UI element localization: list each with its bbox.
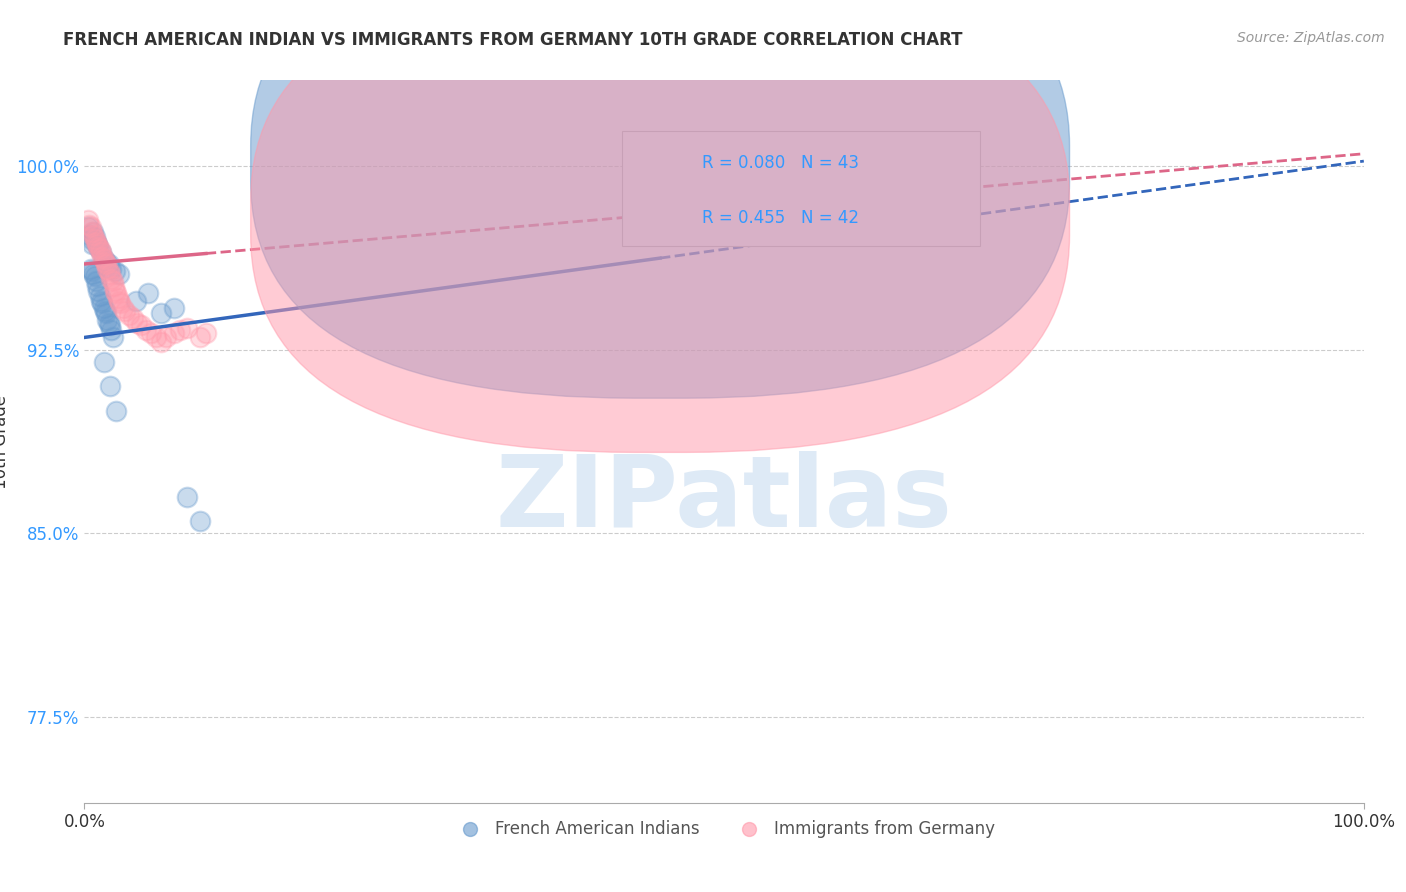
Point xyxy=(104,264,127,278)
Point xyxy=(118,309,141,323)
Point xyxy=(77,213,100,227)
Point xyxy=(90,244,112,259)
Point xyxy=(105,404,128,418)
Point xyxy=(104,284,127,298)
Point xyxy=(87,240,110,254)
Point xyxy=(98,267,121,281)
Point xyxy=(155,330,177,344)
Point xyxy=(91,250,114,264)
Point xyxy=(84,235,107,249)
Point xyxy=(150,306,173,320)
Point xyxy=(135,323,157,337)
Text: R = 0.455   N = 42: R = 0.455 N = 42 xyxy=(703,209,859,227)
Point xyxy=(100,271,122,285)
Bar xyxy=(621,131,980,246)
Point xyxy=(77,220,100,235)
Point xyxy=(101,274,124,288)
Point xyxy=(96,313,118,327)
Point xyxy=(188,330,211,344)
Legend: French American Indians, Immigrants from Germany: French American Indians, Immigrants from… xyxy=(446,814,1002,845)
Point xyxy=(105,286,128,301)
Point xyxy=(84,235,107,249)
Point xyxy=(169,323,191,337)
Point xyxy=(107,291,129,305)
Point xyxy=(87,284,110,298)
Point xyxy=(94,306,117,320)
Point xyxy=(82,225,104,239)
Point xyxy=(87,240,110,254)
Point xyxy=(86,279,108,293)
Point xyxy=(80,237,103,252)
Point xyxy=(114,303,136,318)
Point xyxy=(194,326,217,340)
Point xyxy=(83,232,105,246)
Point xyxy=(83,230,105,244)
Point xyxy=(79,227,101,242)
Text: ZIPatlas: ZIPatlas xyxy=(496,450,952,548)
Point xyxy=(188,514,211,528)
Point xyxy=(89,289,111,303)
Text: Source: ZipAtlas.com: Source: ZipAtlas.com xyxy=(1237,31,1385,45)
Point xyxy=(93,252,115,266)
Point xyxy=(125,316,148,330)
Point xyxy=(97,264,120,278)
Point xyxy=(90,244,112,259)
Point xyxy=(84,274,107,288)
Point xyxy=(138,286,160,301)
FancyBboxPatch shape xyxy=(250,0,1070,398)
Point xyxy=(100,323,122,337)
Point xyxy=(176,320,198,334)
Point xyxy=(108,293,131,308)
FancyBboxPatch shape xyxy=(250,0,1070,452)
Point xyxy=(80,261,103,276)
Point xyxy=(139,326,162,340)
Point xyxy=(80,225,103,239)
Point xyxy=(108,296,131,310)
Point xyxy=(97,257,120,271)
Point xyxy=(98,318,121,333)
Point xyxy=(129,318,152,333)
Point xyxy=(163,326,186,340)
Point xyxy=(150,335,173,350)
Point xyxy=(90,293,112,308)
Point xyxy=(94,257,117,271)
Point xyxy=(108,267,131,281)
Point xyxy=(124,293,146,308)
Point xyxy=(94,254,117,268)
Point xyxy=(176,490,198,504)
Point xyxy=(111,301,134,315)
Point xyxy=(86,237,108,252)
Point xyxy=(93,301,115,315)
Point xyxy=(96,261,118,276)
Point xyxy=(91,296,114,310)
Point xyxy=(122,310,145,325)
Point xyxy=(98,379,121,393)
Point xyxy=(93,252,115,266)
Point xyxy=(80,220,103,235)
Point xyxy=(103,279,125,293)
Point xyxy=(83,269,105,284)
Text: R = 0.080   N = 43: R = 0.080 N = 43 xyxy=(703,154,859,172)
Point xyxy=(101,330,124,344)
Point xyxy=(94,303,117,318)
Point xyxy=(80,264,103,278)
Point xyxy=(163,301,186,315)
Point xyxy=(89,242,111,256)
Point xyxy=(80,232,103,246)
Point xyxy=(82,227,104,242)
Point xyxy=(79,218,101,232)
Point xyxy=(145,330,167,344)
Point xyxy=(100,261,122,276)
Point xyxy=(93,355,115,369)
Point xyxy=(86,237,108,252)
Text: FRENCH AMERICAN INDIAN VS IMMIGRANTS FROM GERMANY 10TH GRADE CORRELATION CHART: FRENCH AMERICAN INDIAN VS IMMIGRANTS FRO… xyxy=(63,31,963,49)
Y-axis label: 10th Grade: 10th Grade xyxy=(0,394,10,489)
Point xyxy=(82,267,104,281)
Point xyxy=(97,316,120,330)
Point xyxy=(94,254,117,268)
